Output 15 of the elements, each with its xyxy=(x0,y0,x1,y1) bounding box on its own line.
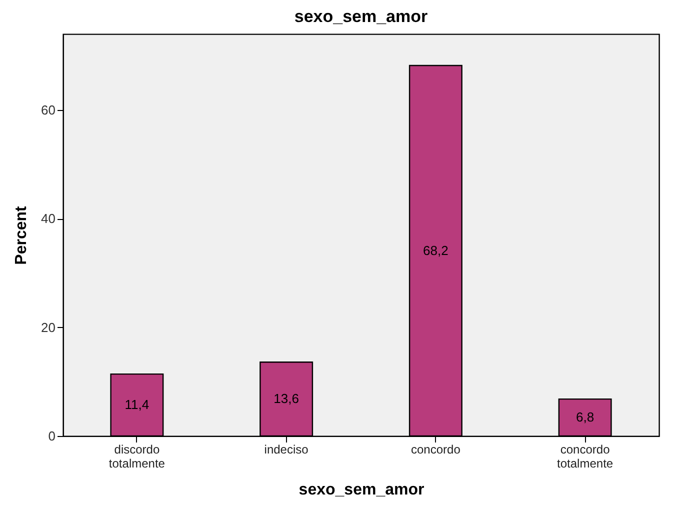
x-tick-label: indeciso xyxy=(264,442,309,456)
y-tick-label: 60 xyxy=(41,102,56,118)
x-tick-label: discordo totalmente xyxy=(108,442,166,470)
y-tick-label: 0 xyxy=(48,428,56,444)
y-tick-label: 40 xyxy=(41,211,56,226)
x-tick-label: concordo xyxy=(411,442,461,456)
data-label: 68,2 xyxy=(423,242,448,258)
x-tick-label: concordo totalmente xyxy=(557,442,614,470)
data-label: 11,4 xyxy=(124,397,150,412)
y-tick-label: 20 xyxy=(41,320,56,335)
x-axis-title: sexo_sem_amor xyxy=(298,482,424,498)
chart-title: sexo_sem_amor xyxy=(294,7,428,26)
data-label: 13,6 xyxy=(274,391,299,406)
y-axis-title: Percent xyxy=(13,205,30,265)
data-label: 6,8 xyxy=(576,410,594,425)
